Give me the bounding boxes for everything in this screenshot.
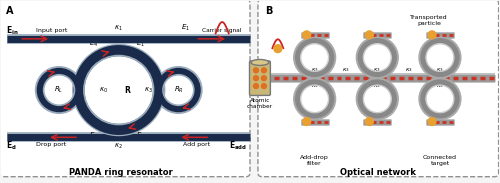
Text: Carrier signal: Carrier signal bbox=[202, 28, 242, 33]
Text: B: B bbox=[265, 6, 272, 16]
Circle shape bbox=[262, 84, 266, 89]
FancyBboxPatch shape bbox=[0, 0, 250, 177]
Text: Connected
target: Connected target bbox=[423, 155, 457, 166]
Circle shape bbox=[366, 118, 374, 126]
Circle shape bbox=[254, 68, 258, 73]
Text: $R_L$: $R_L$ bbox=[54, 85, 64, 95]
Text: $\kappa_0$: $\kappa_0$ bbox=[100, 85, 108, 95]
Text: $\kappa_3$: $\kappa_3$ bbox=[436, 82, 444, 90]
Text: $E_4$: $E_4$ bbox=[89, 38, 99, 49]
Ellipse shape bbox=[251, 59, 269, 65]
Text: $\mathbf{E_d}$: $\mathbf{E_d}$ bbox=[6, 139, 17, 152]
Text: PANDA ring resonator: PANDA ring resonator bbox=[69, 168, 172, 177]
Circle shape bbox=[428, 118, 436, 126]
Text: $\kappa_3$: $\kappa_3$ bbox=[405, 66, 412, 74]
Circle shape bbox=[428, 31, 436, 39]
Text: $\kappa_2$: $\kappa_2$ bbox=[114, 142, 123, 151]
Text: $\kappa_3$: $\kappa_3$ bbox=[311, 66, 318, 74]
Circle shape bbox=[254, 76, 258, 81]
Circle shape bbox=[262, 68, 266, 73]
Text: $\kappa_1$: $\kappa_1$ bbox=[114, 24, 123, 33]
Text: Input port: Input port bbox=[36, 28, 68, 33]
Text: $\kappa_3$: $\kappa_3$ bbox=[311, 82, 318, 90]
Text: Add port: Add port bbox=[183, 142, 210, 147]
FancyBboxPatch shape bbox=[250, 61, 270, 96]
Text: R: R bbox=[124, 85, 130, 95]
Text: $E_1$: $E_1$ bbox=[136, 38, 145, 49]
Circle shape bbox=[262, 76, 266, 81]
Text: A: A bbox=[6, 6, 14, 16]
Text: Atomic
chamber: Atomic chamber bbox=[247, 98, 273, 109]
Circle shape bbox=[274, 45, 282, 53]
Text: $E_3$: $E_3$ bbox=[90, 130, 98, 141]
Text: $\kappa_3$: $\kappa_3$ bbox=[144, 85, 153, 95]
Text: $\kappa_3$: $\kappa_3$ bbox=[374, 82, 381, 90]
Circle shape bbox=[302, 31, 310, 39]
Text: $E_2$: $E_2$ bbox=[136, 130, 145, 141]
Text: Transported
particle: Transported particle bbox=[410, 15, 448, 26]
FancyBboxPatch shape bbox=[258, 0, 498, 177]
Text: $\kappa_3$: $\kappa_3$ bbox=[374, 66, 381, 74]
Text: $\mathbf{E_{in}}$: $\mathbf{E_{in}}$ bbox=[6, 24, 19, 37]
Text: $E_1$: $E_1$ bbox=[181, 23, 190, 33]
Text: $\kappa_3$: $\kappa_3$ bbox=[436, 66, 444, 74]
Circle shape bbox=[302, 118, 310, 126]
Text: Drop port: Drop port bbox=[36, 142, 66, 147]
Text: Add-drop
filter: Add-drop filter bbox=[300, 155, 329, 166]
Circle shape bbox=[366, 31, 374, 39]
Text: $\mathbf{E_{add}}$: $\mathbf{E_{add}}$ bbox=[229, 139, 247, 152]
Text: Optical network: Optical network bbox=[340, 168, 416, 177]
Circle shape bbox=[254, 84, 258, 89]
Text: $R_R$: $R_R$ bbox=[174, 85, 184, 95]
Text: $\kappa_3$: $\kappa_3$ bbox=[342, 66, 350, 74]
